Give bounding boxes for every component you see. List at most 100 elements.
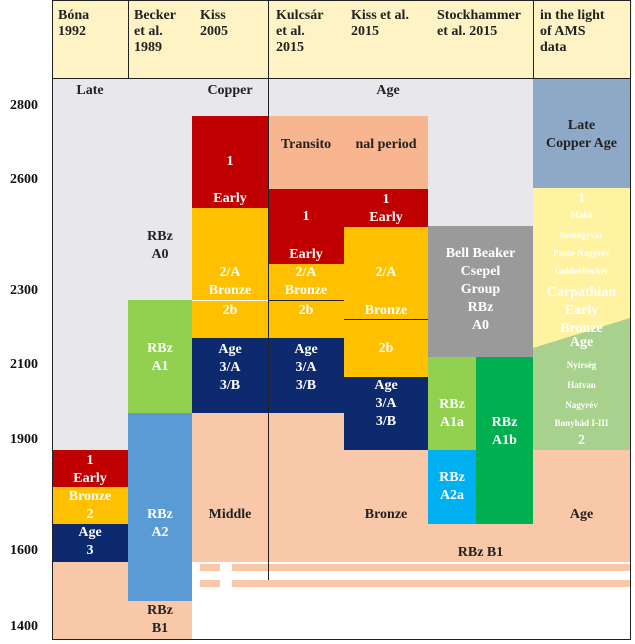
y-tick: 1900 xyxy=(10,432,38,447)
dash-strip xyxy=(232,564,630,571)
becker-a0-label: RBz A0 xyxy=(147,229,173,262)
kiss2015-amber xyxy=(344,227,428,377)
kiss2005-top-band xyxy=(192,78,268,116)
dash-strip xyxy=(232,580,630,587)
kiss2015-navy xyxy=(344,377,428,450)
label-transito: Transito xyxy=(280,137,332,152)
ams-age-low-label: Age xyxy=(569,507,594,522)
frame-right xyxy=(630,0,631,640)
label-nal-period: nal period xyxy=(355,137,417,152)
header-divider xyxy=(533,0,534,78)
y-tick: 1400 xyxy=(10,619,38,634)
bona-bronze-amber xyxy=(52,487,128,524)
ams-late-copper-label: Late Copper Age xyxy=(546,118,617,151)
becker-b1-block xyxy=(128,601,192,640)
ams-mako-label: Makó xyxy=(570,210,593,220)
frame-top xyxy=(52,0,631,1)
becker-a2-block xyxy=(128,413,192,601)
y-tick: 2100 xyxy=(10,357,38,372)
ams-nyirseg-label: Nyírség xyxy=(566,360,597,370)
ams-carpathian-label: Carpathian xyxy=(546,285,617,300)
kiss2005-2a-bronze-label: 2/A Bronze xyxy=(208,265,252,298)
kiss2015-1-early-label: 1 Early xyxy=(369,192,403,225)
kiss2005-early-red xyxy=(192,116,268,208)
stockhammer-grey-band xyxy=(428,116,533,226)
column-header-stockhammer: Stockhammer et al. 2015 xyxy=(437,8,521,39)
becker-a2-label: RBz A2 xyxy=(147,507,173,540)
ams-proto-nagyrev-label: Proto-Nagyrév xyxy=(553,248,610,258)
rbz-b1-right-label: RBz B1 xyxy=(457,545,504,560)
kiss2015-bronze-label: Bronze xyxy=(364,303,408,318)
label-age-top: Age xyxy=(376,83,400,98)
rbz-a1a-block xyxy=(428,357,476,450)
y-tick: 2800 xyxy=(10,98,38,113)
kiss2015-divider xyxy=(344,319,428,320)
bona-bronze-sequence: 1 Early Bronze 2 Age 3 xyxy=(68,453,112,558)
bona-age-navy xyxy=(52,524,128,562)
label-middle: Middle xyxy=(208,507,252,522)
bell-beaker-block xyxy=(428,226,533,357)
rbz-a2a-block xyxy=(428,450,476,524)
becker-b1-label: RBz B1 xyxy=(147,603,173,636)
column-header-bona: Bóna 1992 xyxy=(58,8,90,39)
y-tick: 2600 xyxy=(10,172,38,187)
kulcsar-age3-label: Age 3/A 3/B xyxy=(294,342,318,393)
kiss2005-early-label: Early xyxy=(213,191,247,206)
transitional-period-band xyxy=(268,116,428,189)
kulcsar-2b-label: 2b xyxy=(298,303,314,318)
y-tick: 2300 xyxy=(10,283,38,298)
header-band xyxy=(52,0,632,78)
frame-bottom xyxy=(52,639,631,640)
bona-salmon xyxy=(52,562,128,640)
kulcsar-2a-bronze-label: 2/A Bronze xyxy=(284,265,328,298)
label-copper: Copper xyxy=(207,83,253,98)
bell-beaker-label: Bell Beaker Csepel Group RBz A0 xyxy=(445,246,516,333)
dash-strip xyxy=(200,564,220,571)
kiss2005-amber xyxy=(192,208,268,338)
kulcsar-early-red xyxy=(268,189,344,264)
kiss2015-2a-label: 2/A xyxy=(375,265,397,280)
column-header-kiss2005: Kiss 2005 xyxy=(200,8,228,39)
header-bottom-line xyxy=(52,78,631,79)
rbz-a1b-block xyxy=(476,357,533,524)
label-late: Late xyxy=(76,83,104,98)
kiss2005-navy xyxy=(192,338,268,413)
column-header-becker: Becker et al. 1989 xyxy=(134,8,176,55)
column-header-ams: in the light of AMS data xyxy=(540,8,605,55)
kulcsar-divider xyxy=(268,300,344,301)
rbz-a1b-label: RBz A1b xyxy=(491,415,518,448)
ams-green-wedge xyxy=(533,318,630,450)
ams-age-mid-label: Age xyxy=(569,335,594,350)
ams-early-label: Early xyxy=(564,303,599,318)
ams-bonyhad-label: Bonyhád I-III xyxy=(554,418,609,428)
kiss2005-age3-label: Age 3/A 3/B xyxy=(218,342,242,393)
ams-hatvan-label: Hatvan xyxy=(567,380,596,390)
ams-late-copper-block xyxy=(533,78,630,188)
kiss2005-2b-label: 2b xyxy=(222,303,238,318)
kiss2005-1-label: 1 xyxy=(226,154,234,169)
bona-early-red xyxy=(52,450,128,487)
frame-left xyxy=(52,0,53,640)
rbz-a2a-label: RBz A2a xyxy=(439,470,465,503)
uncertain-zone xyxy=(192,562,630,640)
column-header-kulcsar: Kulcsár et al. 2015 xyxy=(276,8,324,55)
column-header-kiss2015: Kiss et al. 2015 xyxy=(351,8,409,39)
kulcsar-1-label: 1 xyxy=(302,209,310,224)
kiss2015-early-red xyxy=(344,189,428,227)
dash-strip xyxy=(200,580,220,587)
y-tick: 1600 xyxy=(10,543,38,558)
kiss2015-age3-label: Age 3/A 3/B xyxy=(374,378,398,429)
kiss2015-2b-label: 2b xyxy=(378,341,394,356)
main-divider xyxy=(268,0,269,580)
mid-top-band xyxy=(268,78,533,116)
becker-a1-block xyxy=(128,300,192,413)
kulcsar-early-label: Early xyxy=(289,247,323,262)
label-bronze-low: Bronze xyxy=(364,507,408,522)
ams-1-label: 1 xyxy=(578,191,585,206)
kulcsar-amber xyxy=(268,264,344,338)
ams-nagyrev-label: Nagyrév xyxy=(565,400,598,410)
becker-a1-label: RBz A1 xyxy=(147,341,173,374)
kulcsar-navy xyxy=(268,338,344,413)
rbz-a1a-label: RBz A1a xyxy=(439,397,465,430)
